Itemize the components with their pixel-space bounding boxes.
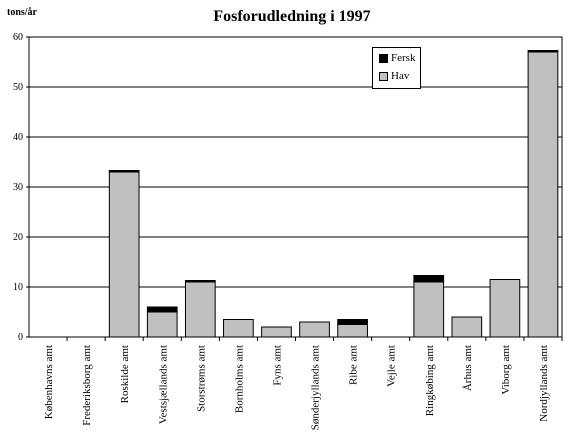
bar-fersk xyxy=(146,306,178,313)
legend-item-hav: Hav xyxy=(379,70,409,82)
legend-item-fersk: Fersk xyxy=(379,52,415,64)
y-tick-label: 40 xyxy=(13,132,23,143)
category-label: Ribe amt xyxy=(348,345,360,385)
bar-fersk xyxy=(337,319,368,325)
bar-hav xyxy=(489,279,521,338)
category-label: Storstrøms amt xyxy=(195,345,207,412)
bar-hav xyxy=(261,326,292,338)
category-label: Bornholms amt xyxy=(233,345,245,413)
legend-label-fersk: Fersk xyxy=(391,52,416,64)
y-tick-label: 30 xyxy=(13,182,23,193)
category-label: Nordjyllands amt xyxy=(538,345,550,422)
y-tick-label: 20 xyxy=(13,232,23,243)
category-label: Ringkøbing amt xyxy=(424,345,436,416)
bar-fersk xyxy=(413,275,445,283)
category-label: Århus amt xyxy=(462,345,474,391)
bar-fersk xyxy=(184,280,216,283)
y-axis-unit-label: tons/år xyxy=(7,7,37,18)
y-tick-label: 0 xyxy=(18,332,23,343)
y-tick-label: 50 xyxy=(13,82,23,93)
category-label: Fyns amt xyxy=(271,345,283,386)
bar-fersk xyxy=(527,50,559,53)
category-label: Frederiksborg amt xyxy=(81,345,93,426)
bar-hav xyxy=(299,321,330,338)
category-label: Viborg amt xyxy=(500,345,512,395)
legend-swatch-hav xyxy=(379,71,388,81)
bar-hav xyxy=(413,281,445,338)
category-label: Sønderjyllands amt xyxy=(310,345,322,430)
category-label: Københavns amt xyxy=(43,345,55,419)
y-tick-label: 60 xyxy=(13,32,23,43)
category-label: Vejle amt xyxy=(386,345,398,387)
category-label: Roskilde amt xyxy=(119,345,131,403)
bar-hav xyxy=(184,281,216,338)
y-tick-label: 10 xyxy=(13,282,23,293)
bar-hav xyxy=(451,316,483,338)
bar-fersk xyxy=(108,170,140,173)
bar-hav xyxy=(337,324,368,338)
category-label: Vestsjællands amt xyxy=(157,345,169,424)
bar-hav xyxy=(527,51,559,338)
bar-hav xyxy=(223,319,254,338)
bar-hav xyxy=(108,171,140,338)
bar-hav xyxy=(146,311,178,338)
legend-swatch-fersk xyxy=(379,53,388,63)
legend: Fersk Hav xyxy=(372,47,421,89)
chart-title: Fosforudledning i 1997 xyxy=(213,8,371,25)
legend-label-hav: Hav xyxy=(391,70,410,82)
